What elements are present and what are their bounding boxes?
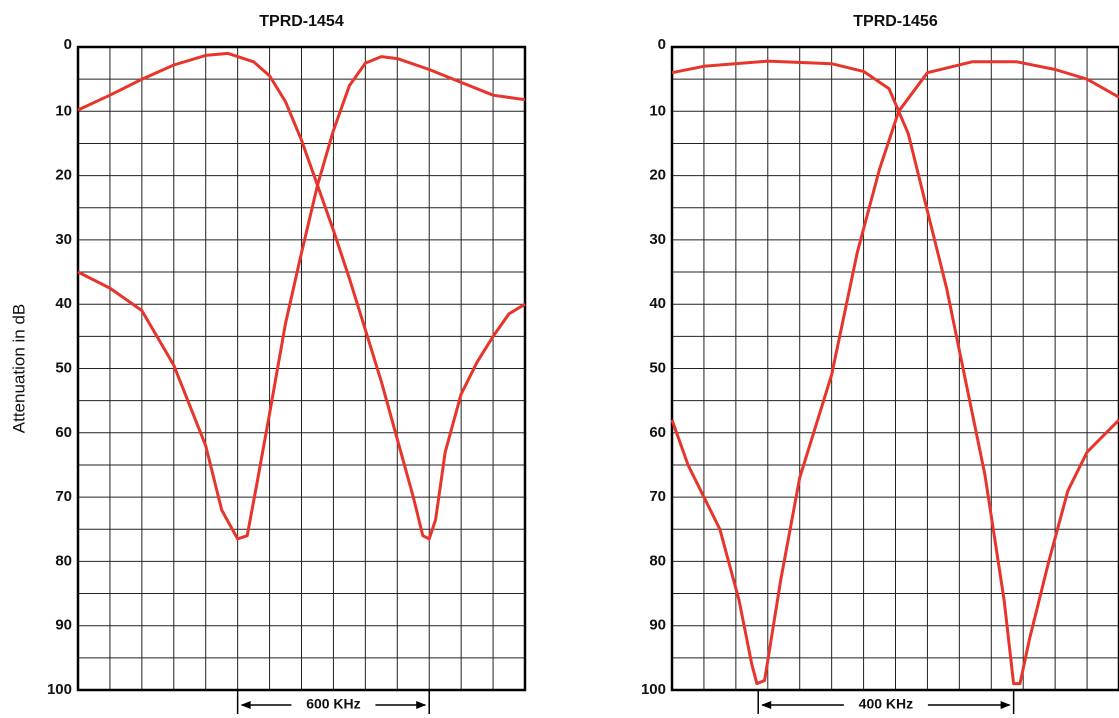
y-tick-label: 10 [649, 102, 666, 119]
y-tick-label: 70 [649, 488, 666, 505]
plot-frame [76, 45, 527, 692]
bandwidth-label: 600 KHz [306, 696, 360, 712]
y-tick-label: 90 [55, 617, 72, 634]
plot-frame [670, 45, 1119, 692]
chart-title: TPRD-1456 [853, 13, 938, 30]
y-tick-label: 50 [649, 359, 666, 376]
response-curve [671, 59, 1119, 686]
y-tick-label: 20 [649, 167, 666, 184]
arrow-head [240, 701, 251, 709]
response-curve [670, 60, 1119, 686]
y-tick-label: 0 [658, 36, 666, 53]
bandwidth-label: 400 KHz [859, 696, 913, 712]
arrow-head [1000, 701, 1011, 709]
y-tick-label: 80 [55, 552, 72, 569]
y-tick-label: 60 [649, 424, 666, 441]
y-tick-label: 30 [55, 231, 72, 248]
arrow-head [416, 701, 427, 709]
y-tick-label: 100 [641, 681, 666, 698]
y-tick-label: 40 [649, 295, 666, 312]
response-curve [77, 51, 526, 541]
y-tick-label: 50 [55, 359, 72, 376]
y-tick-label: 30 [649, 231, 666, 248]
y-tick-label: 70 [55, 488, 72, 505]
y-tick-label: 10 [55, 102, 72, 119]
y-axis-label: Attenuation in dB [9, 304, 28, 433]
y-tick-label: 90 [649, 617, 666, 634]
y-tick-label: 60 [55, 424, 72, 441]
y-tick-label: 100 [47, 681, 72, 698]
y-tick-label: 40 [55, 295, 72, 312]
response-curve [77, 55, 526, 541]
y-tick-label: 80 [649, 552, 666, 569]
y-tick-label: 20 [55, 167, 72, 184]
arrow-head [761, 701, 772, 709]
chart-title: TPRD-1454 [259, 13, 344, 30]
y-tick-label: 0 [64, 36, 72, 53]
